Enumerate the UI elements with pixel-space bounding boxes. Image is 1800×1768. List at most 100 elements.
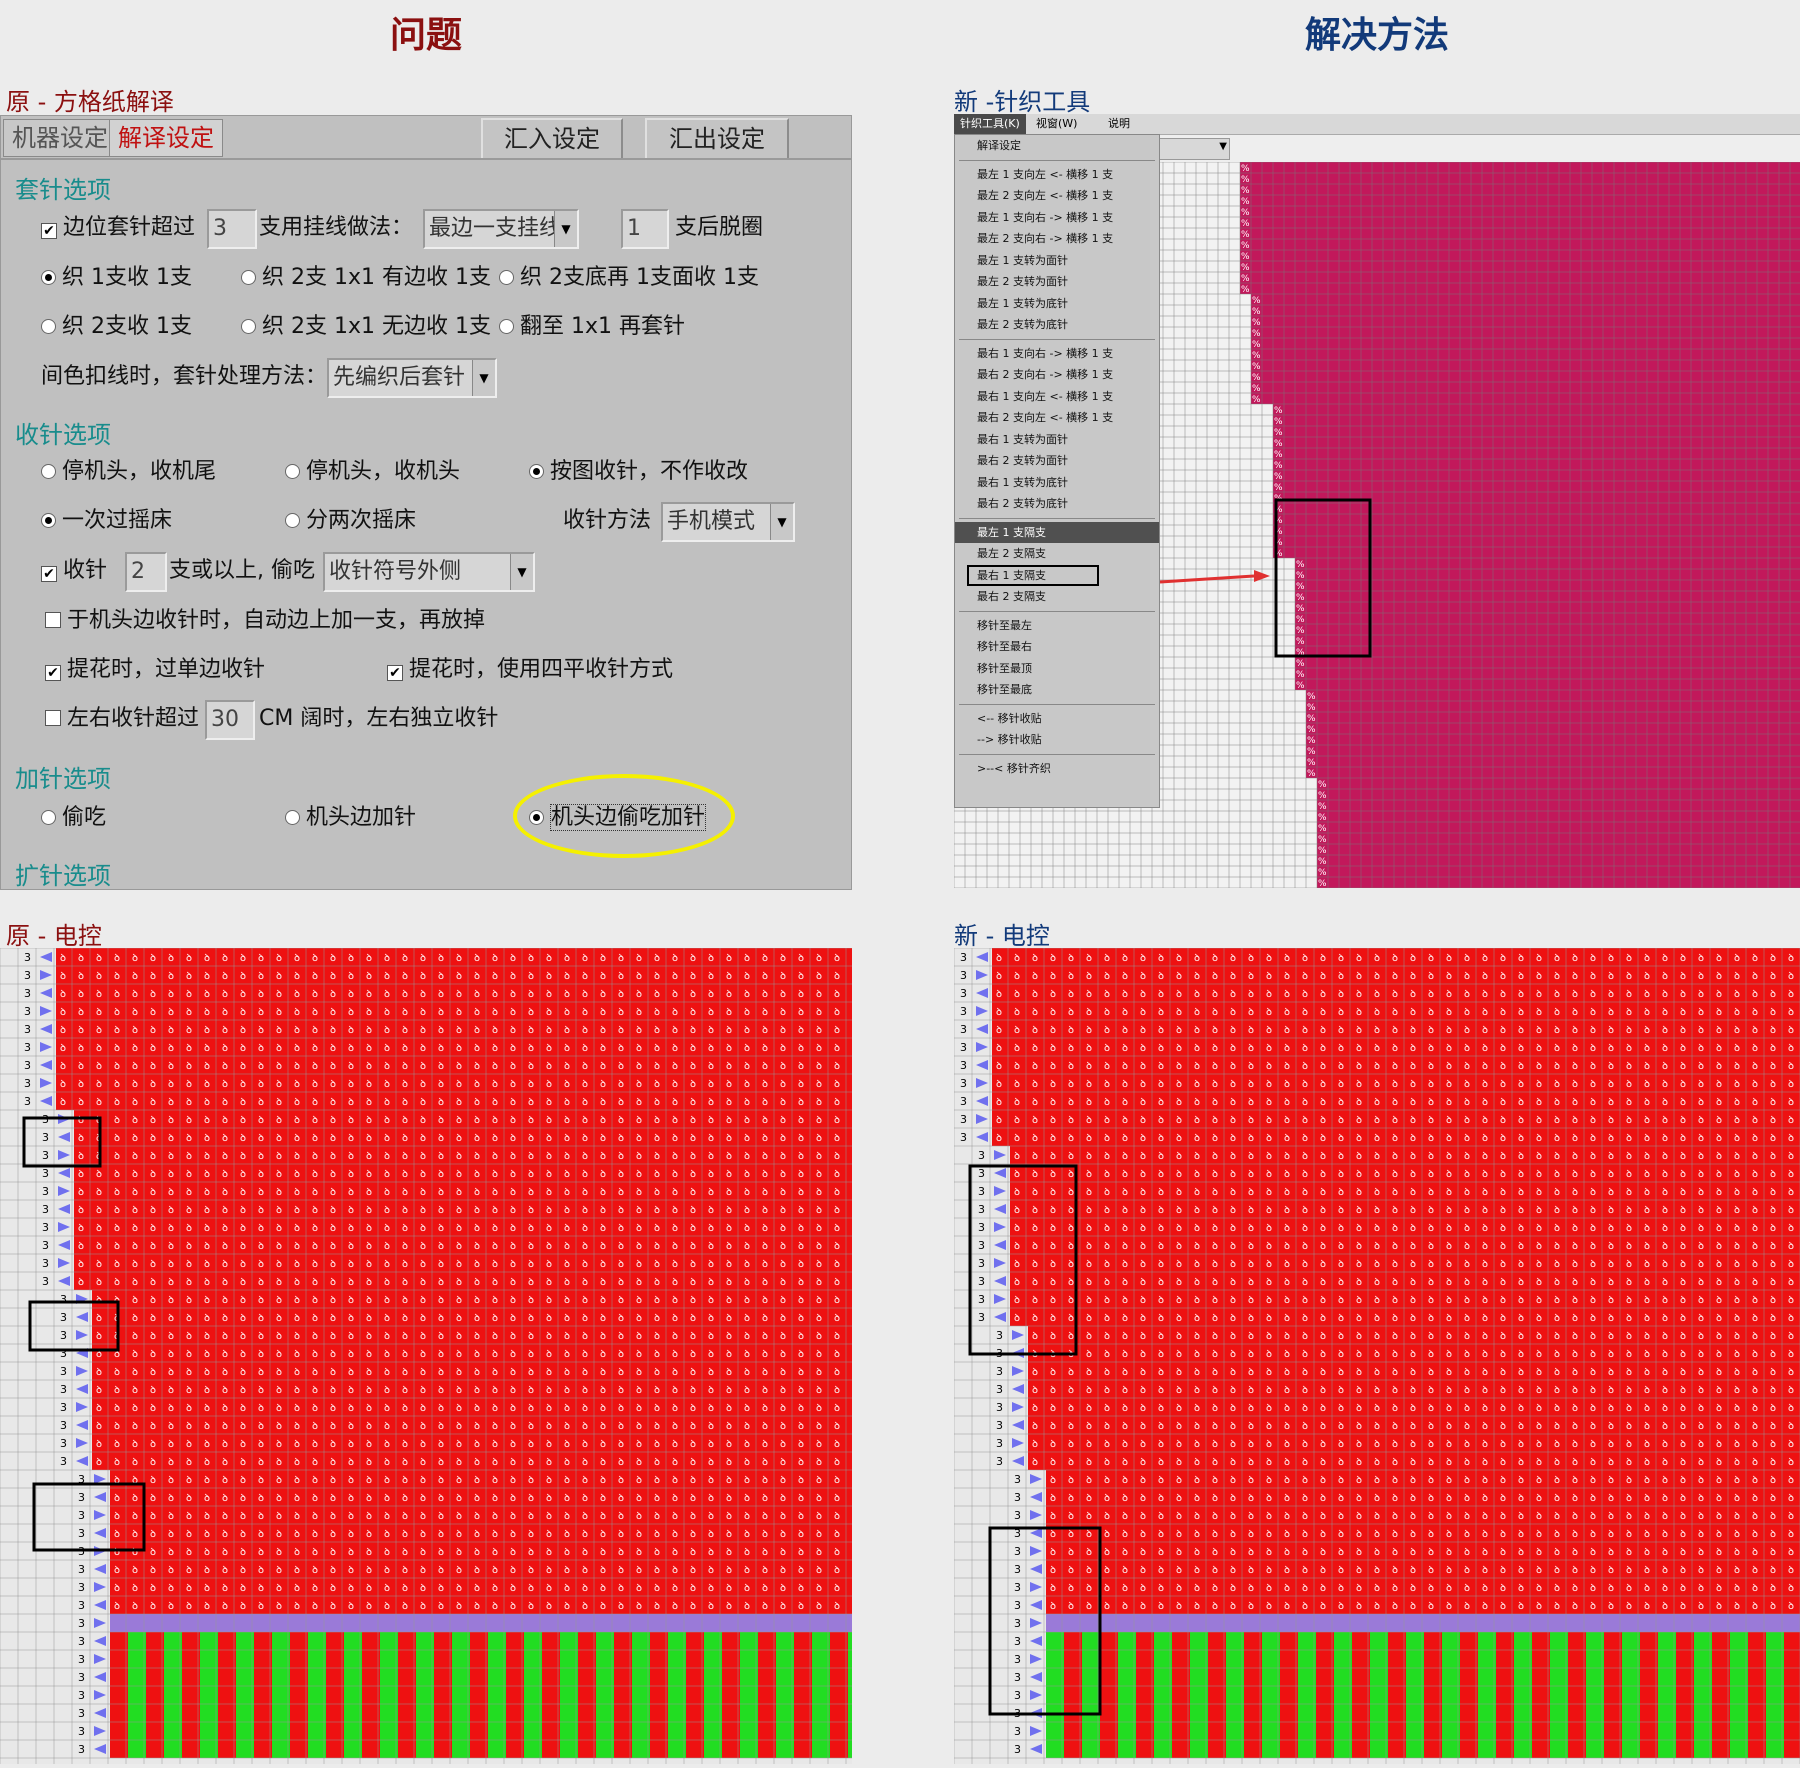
dec-radio-2[interactable]: 停机头，收机头 (285, 457, 460, 487)
cast-radio-5[interactable]: 织 2支 1x1 无边收 1支 (241, 312, 491, 342)
menu-item[interactable]: 移针至最顶 (977, 661, 1032, 675)
menu-item[interactable]: 最右 2 支转为面针 (977, 454, 1068, 467)
radio-icon[interactable] (285, 464, 300, 479)
radio-icon[interactable] (41, 270, 56, 285)
cast-radio-4[interactable]: 织 2支收 1支 (41, 312, 192, 342)
dec-count-option[interactable]: ✔ 收针 (41, 556, 107, 586)
cast-edge-count-field[interactable]: 3 (207, 209, 257, 249)
menu-item[interactable]: 最右 1 支转为面针 (977, 432, 1068, 446)
radio-icon[interactable] (241, 319, 256, 334)
radio-icon[interactable] (41, 464, 56, 479)
menu-item[interactable]: 最右 2 支转为底针 (977, 497, 1068, 510)
menu-help[interactable]: 说明 (1108, 117, 1130, 130)
dec-count-checkbox[interactable]: ✔ (41, 566, 57, 582)
menu-item[interactable]: 最右 1 支向右 -> 横移 1 支 (977, 346, 1114, 360)
menu-item[interactable]: 解译设定 (977, 139, 1021, 152)
chevron-down-icon[interactable]: ▼ (554, 211, 577, 247)
checkbox-icon[interactable]: ✔ (387, 665, 403, 681)
menu-item[interactable]: 最左 2 支转为面针 (977, 275, 1068, 288)
dec-check-2[interactable]: ✔ 提花时，过单边收针 (45, 655, 265, 685)
chevron-down-icon[interactable]: ▼ (472, 360, 495, 396)
menu-item[interactable]: 最右 1 支向左 <- 横移 1 支 (977, 389, 1114, 403)
radio-icon[interactable] (41, 513, 56, 528)
menu-item[interactable]: 移针至最左 (977, 618, 1032, 632)
dec-radio-1[interactable]: 停机头，收机尾 (41, 457, 216, 487)
dec-radio-5[interactable]: 分两次摇床 (285, 506, 416, 536)
dec-split-option[interactable]: 左右收针超过 (45, 704, 199, 734)
bottom-stitch (1406, 1740, 1424, 1758)
inc-radio-2[interactable]: 机头边加针 (285, 803, 416, 833)
checkbox-icon[interactable]: ✔ (45, 665, 61, 681)
menu-item[interactable]: 最左 2 支向左 <- 横移 1 支 (977, 189, 1114, 202)
loop-mark: ꝺ (1554, 1295, 1560, 1306)
direction-arrow-icon (976, 970, 988, 980)
loop-mark: ꝺ (564, 1007, 570, 1018)
menu-item[interactable]: <-- 移针收贴 (977, 711, 1042, 725)
radio-icon[interactable] (285, 513, 300, 528)
dec-check-1[interactable]: 于机头边收针时，自动边上加一支，再放掉 (45, 606, 485, 636)
loop-mark: ꝺ (1374, 989, 1380, 1000)
menu-window[interactable]: 视窗(W) (1036, 117, 1078, 130)
radio-icon[interactable] (41, 319, 56, 334)
radio-icon[interactable] (499, 319, 514, 334)
menu-item[interactable]: 最左 2 支转为底针 (977, 318, 1068, 331)
menu-item[interactable]: 最右 2 支向左 <- 横移 1 支 (977, 411, 1114, 424)
loop-mark: ꝺ (1788, 1277, 1794, 1288)
dec-symbol-select[interactable]: 收针符号外侧 ▼ (323, 552, 535, 592)
loop-mark: ꝺ (618, 1583, 624, 1594)
menu-item[interactable]: 移针至最右 (977, 640, 1032, 653)
chevron-down-icon[interactable]: ▼ (1219, 141, 1227, 152)
checkbox-icon[interactable] (45, 612, 61, 628)
radio-icon[interactable] (241, 270, 256, 285)
dec-method-select[interactable]: 手机模式 ▼ (661, 502, 795, 542)
dec-split-field[interactable]: 30 (205, 700, 255, 740)
cast-color-select[interactable]: 先编织后套针 ▼ (327, 358, 497, 398)
dec-check-3[interactable]: ✔ 提花时，使用四平收针方式 (387, 655, 673, 685)
menu-item[interactable]: 最右 2 支隔支 (977, 590, 1046, 603)
cast-edge-option[interactable]: ✔ 边位套针超过 (41, 213, 195, 243)
cast-method-select[interactable]: 最边一支挂线 ▼ (423, 209, 579, 249)
export-settings-button[interactable]: 汇出设定 (645, 118, 789, 160)
tab-decode-settings[interactable]: 解译设定 (109, 119, 223, 157)
menu-item[interactable]: 最右 2 支向右 -> 横移 1 支 (977, 368, 1114, 381)
inc-radio-1[interactable]: 偷吃 (41, 803, 106, 833)
menu-item[interactable]: 最左 1 支向左 <- 横移 1 支 (977, 167, 1114, 181)
cast-radio-1[interactable]: 织 1支收 1支 (41, 263, 192, 293)
menu-item[interactable]: 最左 1 支向右 -> 横移 1 支 (977, 210, 1114, 224)
radio-icon[interactable] (41, 810, 56, 825)
cast-radio-6[interactable]: 翻至 1x1 再套针 (499, 312, 685, 342)
dec-count-field[interactable]: 2 (125, 552, 167, 592)
cast-radio-2[interactable]: 织 2支 1x1 有边收 1支 (241, 263, 491, 293)
cast-radio-3[interactable]: 织 2支底再 1支面收 1支 (499, 263, 759, 293)
dec-radio-4[interactable]: 一次过摇床 (41, 506, 172, 536)
knitting-grid[interactable]: %%%%%%%%%%%%%%%%%%%%%%%%%%%%%%%%%%%%%%%%… (954, 162, 1800, 888)
menu-item[interactable]: >--< 移针齐织 (977, 761, 1051, 775)
radio-icon[interactable] (285, 810, 300, 825)
cast-edge-checkbox[interactable]: ✔ (41, 223, 57, 239)
chevron-down-icon[interactable]: ▼ (770, 504, 793, 540)
menu-item[interactable]: 移针至最底 (977, 683, 1032, 696)
import-settings-button[interactable]: 汇入设定 (481, 118, 623, 160)
menu-knitting-tools[interactable]: 针织工具(K) (954, 114, 1026, 134)
tab-machine-settings[interactable]: 机器设定 (3, 119, 117, 157)
menu-item[interactable]: 最右 1 支转为底针 (977, 475, 1068, 489)
loop-mark: ꝺ (1176, 1223, 1182, 1234)
loop-mark: ꝺ (1590, 1403, 1596, 1414)
loop-mark: ꝺ (1554, 1187, 1560, 1198)
radio-icon[interactable] (529, 464, 544, 479)
menu-item[interactable]: --> 移针收贴 (977, 733, 1042, 746)
chevron-down-icon[interactable]: ▼ (510, 554, 533, 590)
menu-item[interactable]: 最左 1 支转为面针 (977, 253, 1068, 267)
menu-item[interactable]: 最左 1 支隔支 (955, 521, 1159, 543)
menu-item[interactable]: 最右 1 支隔支 (967, 564, 1099, 586)
menu-item[interactable]: 最左 2 支隔支 (977, 547, 1046, 560)
checkbox-icon[interactable] (45, 710, 61, 726)
menu-item[interactable]: 最左 1 支转为底针 (977, 296, 1068, 310)
cast-drop-count-field[interactable]: 1 (621, 209, 669, 249)
radio-icon[interactable] (499, 270, 514, 285)
toolbar-select[interactable]: ▼ (1158, 138, 1230, 160)
menu-item[interactable]: 最左 2 支向右 -> 横移 1 支 (977, 232, 1114, 245)
dec-radio-3[interactable]: 按图收针，不作收改 (529, 457, 748, 487)
